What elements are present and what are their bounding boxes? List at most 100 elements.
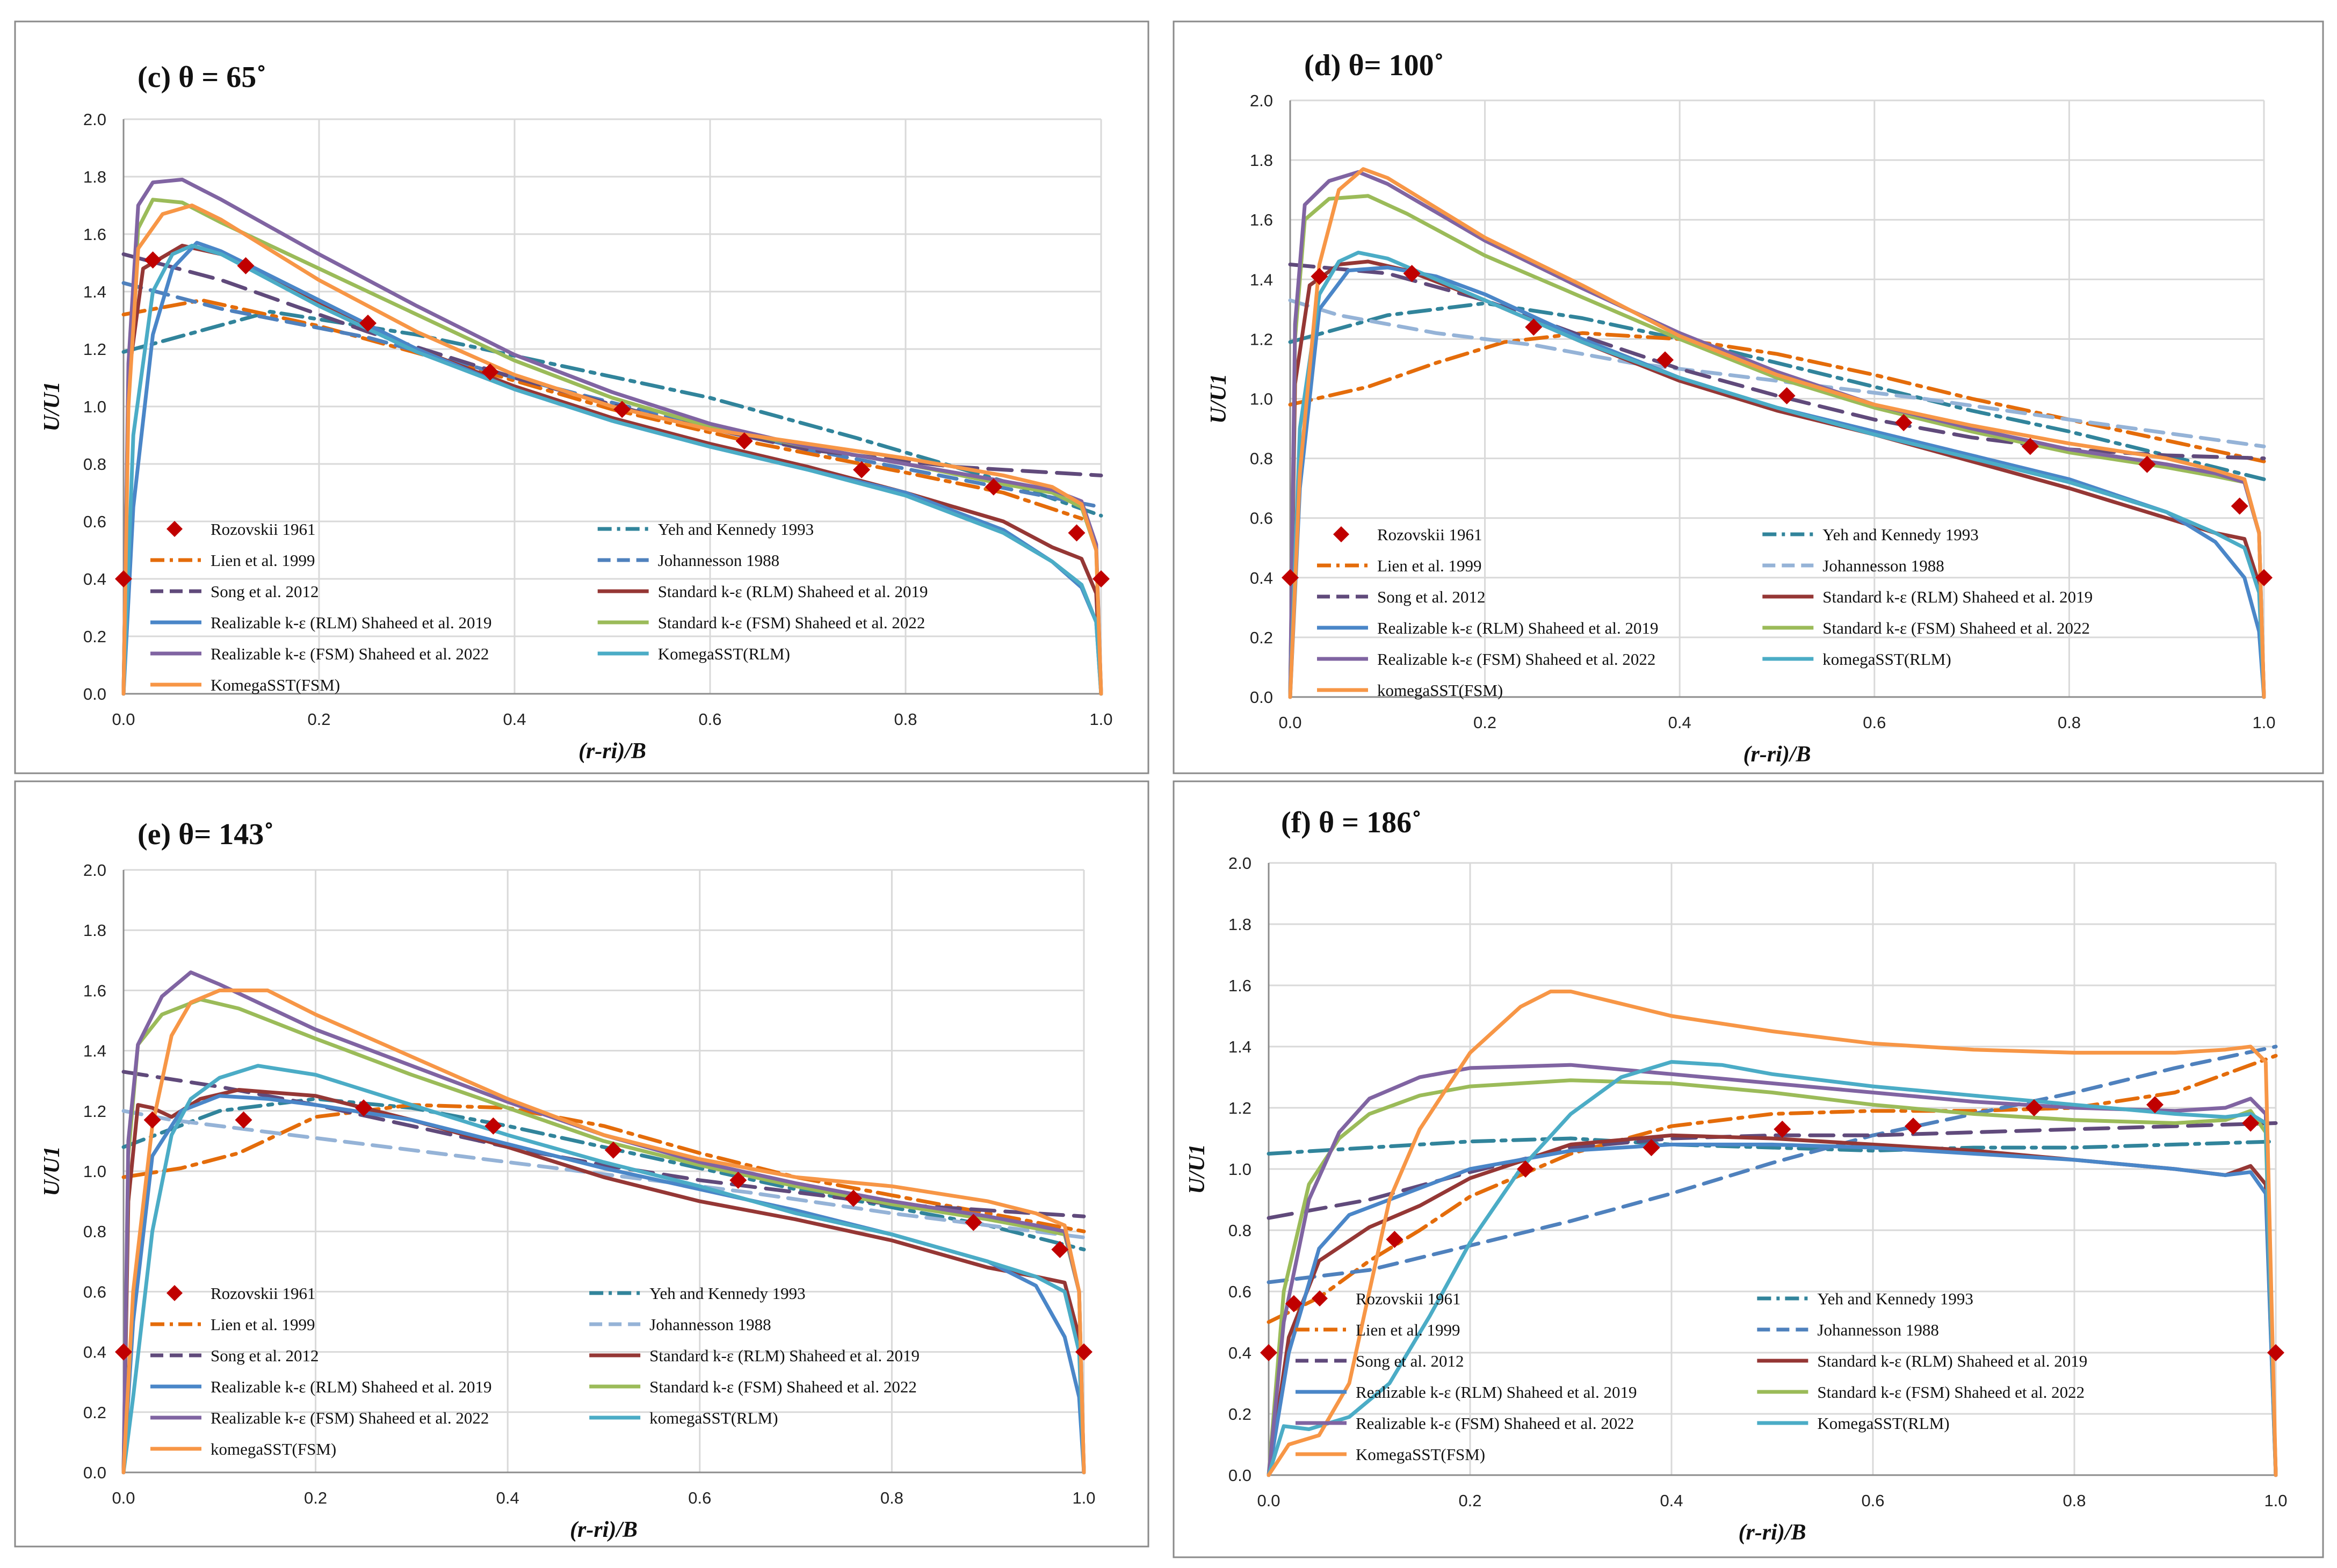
legend-label: Standard k-ε (FSM) Shaheed et al. 2022: [1817, 1383, 2085, 1402]
measured-point: [2146, 1096, 2164, 1114]
measured-point: [735, 432, 753, 450]
legend-label: Song et al. 2012: [1377, 587, 1486, 606]
y-tick-label: 0.6: [1250, 509, 1273, 528]
y-tick-label: 0.2: [1228, 1405, 1251, 1424]
y-tick-label: 1.2: [1250, 330, 1273, 349]
x-tick-label: 0.2: [1473, 713, 1496, 732]
x-tick-label: 0.4: [1668, 713, 1691, 732]
x-axis-title: (r-ri)/B: [578, 739, 646, 764]
y-tick-label: 0.4: [83, 570, 106, 589]
x-tick-label: 0.4: [1660, 1491, 1683, 1510]
x-tick-label: 0.4: [503, 710, 526, 729]
measured-point: [1774, 1120, 1791, 1138]
legend-label: KomegaSST(FSM): [211, 676, 340, 694]
measured-point: [1311, 267, 1328, 285]
series-line-yeh-and-kennedy-1993: [1267, 1136, 2278, 1156]
series-line-komegasst-rlm: [1288, 250, 2266, 699]
y-tick-label: 1.2: [83, 340, 106, 359]
legend-label: Standard k-ε (RLM) Shaheed et al. 2019: [1822, 587, 2093, 606]
legend-label: Lien et al. 1999: [211, 1315, 315, 1334]
y-tick-label: 1.8: [1250, 151, 1273, 170]
measured-point: [1778, 387, 1796, 404]
legend-marker: [167, 521, 183, 537]
legend-marker: [1312, 1290, 1328, 1306]
series-line-standard-k-fsm-shaheed-et-al-2022: [121, 198, 1103, 696]
measured-point: [355, 1099, 372, 1117]
y-tick-label: 0.0: [83, 1463, 106, 1482]
x-axis-title: (r-ri)/B: [1739, 1520, 1806, 1545]
y-tick-label: 0.8: [1250, 449, 1273, 468]
y-tick-label: 2.0: [83, 110, 106, 129]
x-tick-label: 0.6: [1861, 1491, 1884, 1510]
panel-e-chart: 0.0 0.2 0.4 0.6 0.8 1.0 1.2 1.4 1.6 1.8 2.0 0.0 0.2 0…: [14, 780, 1149, 1548]
chart-title: (e) θ= 143˚: [138, 818, 274, 851]
series-line-yeh-and-kennedy-1993: [1288, 301, 2266, 481]
measured-point: [729, 1171, 747, 1189]
measured-point: [1905, 1117, 1922, 1135]
measured-point: [237, 257, 255, 274]
y-axis-title: U/U1: [40, 1146, 64, 1196]
y-tick-label: 1.0: [83, 1162, 106, 1181]
legend-label: komegaSST(FSM): [211, 1440, 336, 1458]
legend-label: Lien et al. 1999: [1356, 1320, 1460, 1339]
series-line-komegasst-rlm: [121, 243, 1103, 696]
legend-label: Standard k-ε (RLM) Shaheed et al. 2019: [658, 582, 928, 601]
y-tick-label: 1.4: [83, 1042, 106, 1061]
legend-label: Johannesson 1988: [1817, 1320, 1938, 1339]
x-tick-label: 0.6: [1863, 713, 1886, 732]
legend-label: Realizable k-ε (RLM) Shaheed et al. 2019: [1356, 1383, 1637, 1402]
legend-label: Song et al. 2012: [211, 582, 319, 601]
y-tick-label: 1.8: [1228, 915, 1251, 934]
y-axis-title: U/U1: [40, 381, 64, 431]
legend-label: KomegaSST(RLM): [1817, 1414, 1949, 1433]
legend-label: Standard k-ε (FSM) Shaheed et al. 2022: [1822, 619, 2090, 637]
legend-label: Standard k-ε (FSM) Shaheed et al. 2022: [649, 1377, 917, 1396]
x-tick-label: 0.8: [894, 710, 917, 729]
y-tick-label: 0.4: [1228, 1344, 1251, 1362]
y-tick-label: 1.2: [1228, 1099, 1251, 1117]
x-tick-label: 0.2: [304, 1489, 327, 1507]
series-line-komegasst-fsm: [1288, 167, 2266, 699]
measured-point: [2255, 569, 2273, 586]
legend-label: KomegaSST(FSM): [1356, 1445, 1485, 1464]
x-tick-label: 0.0: [1257, 1491, 1280, 1510]
y-tick-label: 0.8: [83, 1222, 106, 1241]
legend-label: Lien et al. 1999: [1377, 556, 1482, 575]
series-line-lien-et-al-1999: [1288, 331, 2266, 463]
y-axis-title: U/U1: [1206, 374, 1231, 424]
panel-f-chart: 0.0 0.2 0.4 0.6 0.8 1.0 1.2 1.4 1.6 1.8 2.0 0.0 0.2 0…: [1173, 780, 2324, 1558]
measured-point: [853, 461, 871, 478]
x-tick-label: 0.0: [112, 1489, 135, 1507]
legend-label: Realizable k-ε (FSM) Shaheed et al. 2022: [1356, 1414, 1634, 1433]
measured-point: [1075, 1343, 1092, 1361]
legend-label: Realizable k-ε (FSM) Shaheed et al. 2022: [211, 644, 489, 663]
y-tick-label: 0.8: [1228, 1221, 1251, 1240]
measured-point: [604, 1141, 622, 1159]
legend-label: Rozovskii 1961: [1377, 525, 1482, 544]
series-line-komegasst-fsm: [121, 204, 1103, 696]
series-line-johannesson-1988: [1267, 1044, 2278, 1284]
measured-point: [844, 1189, 862, 1207]
series-line-yeh-and-kennedy-1993: [121, 1097, 1086, 1252]
measured-point: [1092, 570, 1110, 587]
measured-point: [1051, 1240, 1069, 1258]
legend-label: Yeh and Kennedy 1993: [1822, 525, 1978, 544]
measured-point: [359, 314, 377, 332]
legend-label: Standard k-ε (RLM) Shaheed et al. 2019: [649, 1346, 920, 1365]
x-tick-label: 1.0: [2264, 1491, 2287, 1510]
series-line-yeh-and-kennedy-1993: [121, 309, 1103, 518]
y-tick-label: 1.2: [83, 1102, 106, 1121]
y-tick-label: 0.6: [83, 512, 106, 531]
y-tick-label: 1.6: [83, 981, 106, 1000]
measured-point: [2267, 1344, 2284, 1361]
measured-point: [1643, 1139, 1660, 1157]
measured-point: [484, 1117, 502, 1135]
legend-label: Rozovskii 1961: [211, 520, 315, 539]
measured-point: [613, 401, 631, 418]
chart-title: (f) θ = 186˚: [1281, 806, 1422, 839]
legend-marker: [167, 1285, 183, 1301]
y-tick-label: 0.4: [1250, 569, 1273, 587]
y-tick-label: 0.4: [83, 1343, 106, 1362]
series-line-lien-et-al-1999: [121, 1103, 1086, 1233]
series-line-komegasst-fsm: [121, 988, 1086, 1475]
